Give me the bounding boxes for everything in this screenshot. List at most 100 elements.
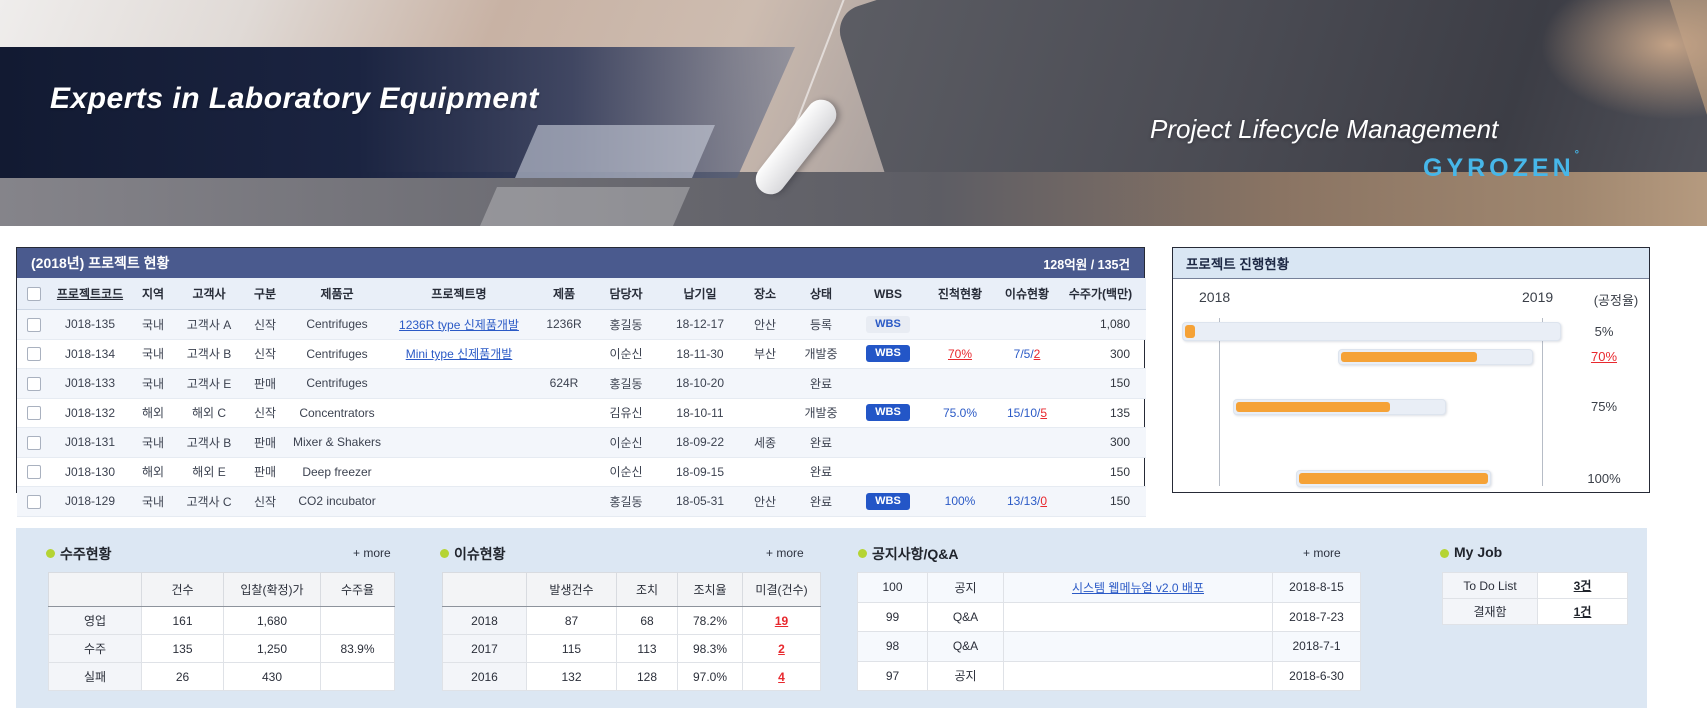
notice-subject: [1003, 601, 1273, 632]
cell-wbs: WBS: [855, 398, 921, 428]
issue-value[interactable]: 13/13/0: [1007, 494, 1047, 508]
notice-subject-link[interactable]: 시스템 웹메뉴얼 v2.0 배포: [1071, 580, 1205, 595]
wbs-button[interactable]: WBS: [866, 315, 910, 333]
cell-place: [743, 368, 787, 399]
orders-table: 건수 입찰(확정)가 수주율 영업 161 1,680 수주 135 1,250 83.9% 실패…: [48, 572, 395, 691]
cell-status: 개발중: [787, 339, 855, 369]
myjob-row: 결재함 1건: [1442, 598, 1628, 625]
column-header: 구분: [241, 278, 289, 310]
issue-count: 7/5/: [1013, 346, 1034, 361]
cell-issue: [999, 368, 1055, 399]
wbs-button[interactable]: WBS: [866, 492, 910, 510]
orders-column-header: 수주율: [320, 572, 395, 607]
gyrozen-logo: GYROZEN°: [1423, 149, 1579, 183]
orders-cell: 135: [141, 634, 224, 663]
notice-type: 공지: [927, 572, 1004, 603]
cell-manager: 이순신: [595, 339, 657, 369]
orders-row: 실패 26 430: [48, 662, 395, 691]
column-header: 장소: [743, 278, 787, 310]
cell-due-date: 18-10-11: [657, 398, 743, 428]
bullet-icon: [440, 549, 449, 558]
notice-more-link[interactable]: + more: [1303, 546, 1341, 560]
project-name-link[interactable]: Mini type 신제품개발: [405, 347, 513, 362]
cell-issue: 7/5/2: [999, 339, 1055, 369]
wbs-button[interactable]: WBS: [866, 404, 910, 422]
myjob-count-link[interactable]: 3건: [1573, 579, 1592, 593]
cell-progress: [921, 457, 999, 487]
cell-issue: [999, 427, 1055, 458]
select-all-checkbox[interactable]: [27, 286, 41, 301]
issue-open-count: 2: [1033, 346, 1041, 361]
table-row: J018-132 해외 해외 C 신작 Concentrators 김유신 18-10-11…: [17, 398, 1146, 428]
row-checkbox[interactable]: [27, 376, 41, 391]
orders-row: 수주 135 1,250 83.9%: [48, 634, 395, 663]
cell-project-name: [385, 427, 533, 458]
cell-progress: 70%: [921, 339, 999, 369]
cell-due-date: 18-10-20: [657, 368, 743, 399]
issue-count: 13/13/: [1006, 494, 1041, 509]
row-checkbox[interactable]: [27, 406, 41, 421]
cell-type: 신작: [241, 398, 289, 428]
myjob-value-cell: 1건: [1537, 598, 1628, 625]
cell-product: [533, 339, 595, 369]
wbs-button[interactable]: WBS: [866, 345, 910, 363]
orders-cell: [320, 606, 395, 635]
cell-region: 국내: [129, 486, 177, 517]
table-row: J018-133 국내 고객사 E 판매 Centrifuges 624R 홍길동 18-10…: [17, 368, 1146, 399]
unresolved-count-link[interactable]: 19: [774, 613, 789, 628]
issues-more-link[interactable]: + more: [766, 546, 804, 560]
cell-wbs: [855, 368, 921, 399]
issues-cell: 97.0%: [677, 662, 743, 691]
gantt-gridline: [1219, 318, 1220, 486]
issues-cell: 78.2%: [677, 606, 743, 635]
notice-subject: [1003, 631, 1273, 662]
issues-row-label: 2018: [442, 606, 527, 635]
gantt-track: [1233, 399, 1446, 415]
orders-header-row: 건수 입찰(확정)가 수주율: [48, 572, 395, 607]
cell-product-group: Centrifuges: [289, 368, 385, 399]
cell-type: 신작: [241, 309, 289, 340]
progress-value[interactable]: 75.0%: [942, 405, 978, 420]
cell-product: [533, 486, 595, 517]
cell-customer: 해외 E: [177, 457, 241, 487]
row-checkbox[interactable]: [27, 347, 41, 362]
project-table: 프로젝트코드 지역 고객사 구분 제품군 프로젝트명 제품 담당자 납기일 장소 상태 WBS 진척현황…: [17, 278, 1146, 517]
column-header: 프로젝트명: [385, 278, 533, 310]
myjob-value-cell: 3건: [1537, 572, 1628, 599]
myjob-table: To Do List 3건 결재함 1건: [1442, 572, 1628, 625]
table-row: J018-131 국내 고객사 B 판매 Mixer & Shakers 이순신 18-09…: [17, 427, 1146, 458]
cell-issue: 15/10/5: [999, 398, 1055, 428]
row-checkbox[interactable]: [27, 317, 41, 332]
notice-date: 2018-7-1: [1272, 631, 1361, 662]
row-checkbox[interactable]: [27, 494, 41, 509]
cell-type: 판매: [241, 457, 289, 487]
gantt-fill-bar: [1341, 352, 1477, 362]
cell-region: 국내: [129, 339, 177, 369]
photo-bottom-strip: [0, 172, 1707, 226]
progress-value[interactable]: 100%: [944, 494, 976, 509]
logo-text: GYROZEN: [1423, 154, 1575, 182]
unresolved-count-link[interactable]: 2: [778, 641, 785, 656]
row-checkbox[interactable]: [27, 435, 41, 450]
cell-project-code: J018-129: [51, 486, 129, 517]
issues-header-row: 발생건수 조치 조치율 미결(건수): [442, 572, 821, 607]
project-name-link[interactable]: 1236R type 신제품개발: [399, 317, 519, 332]
issues-cell: 115: [526, 634, 617, 663]
cell-progress: [921, 309, 999, 340]
issue-open-count: 0: [1040, 494, 1048, 509]
gantt-gridline: [1542, 318, 1543, 486]
cell-status: 완료: [787, 486, 855, 517]
progress-value[interactable]: 70%: [947, 346, 973, 361]
issue-value[interactable]: 7/5/2: [1014, 347, 1041, 361]
row-checkbox[interactable]: [27, 465, 41, 480]
cell-project-name: [385, 486, 533, 517]
unresolved-count-link[interactable]: 4: [778, 669, 785, 684]
gantt-progress-label[interactable]: 70%: [1590, 349, 1618, 364]
cell-progress: 75.0%: [921, 398, 999, 428]
orders-more-link[interactable]: + more: [353, 546, 391, 560]
myjob-count-link[interactable]: 1건: [1573, 605, 1592, 619]
notice-row: 99 Q&A 2018-7-23: [857, 601, 1361, 632]
cell-product: 624R: [533, 368, 595, 399]
issue-value[interactable]: 15/10/5: [1007, 406, 1047, 420]
notice-row: 97 공지 2018-6-30: [857, 660, 1361, 691]
